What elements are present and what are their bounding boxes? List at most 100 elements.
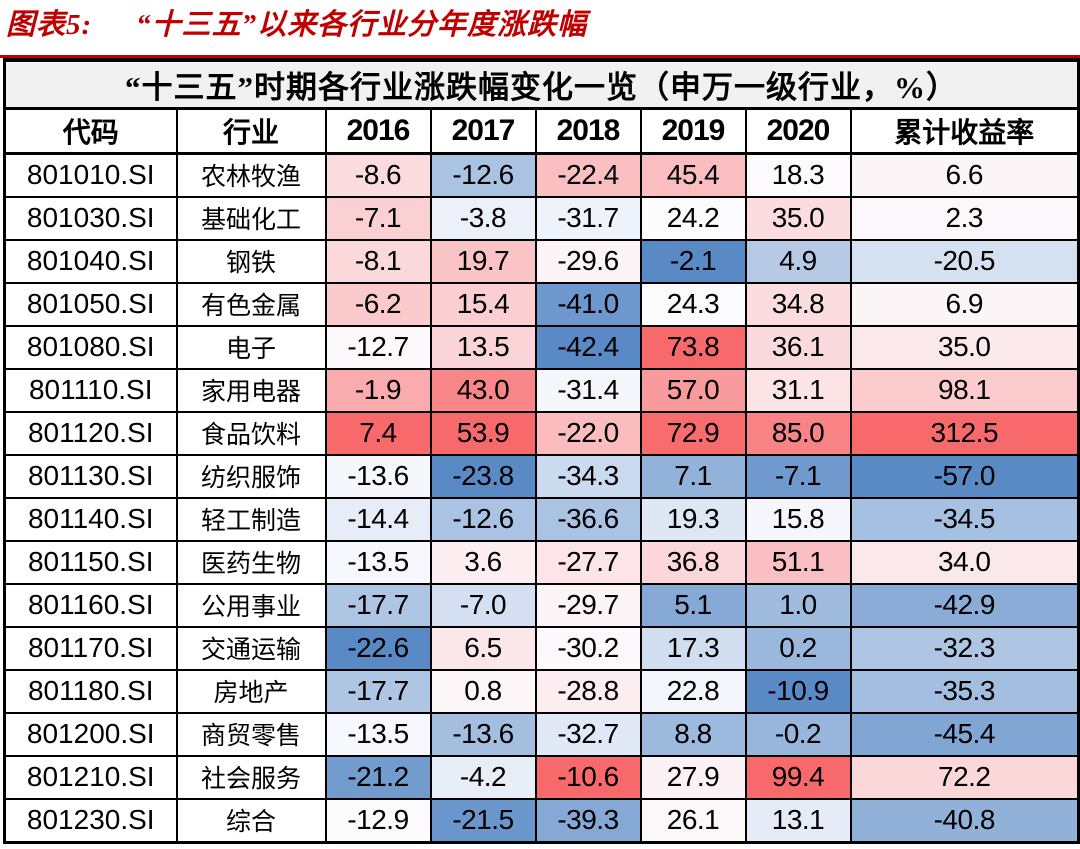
value-cell: -34.3 [534, 453, 642, 499]
value-cell: 0.2 [744, 625, 852, 671]
value-cell: -12.6 [429, 152, 537, 198]
value-cell: 24.2 [639, 195, 747, 241]
value-cell: 24.3 [639, 281, 747, 327]
value-cell: 45.4 [639, 152, 747, 198]
table-row: 801040.SI 钢铁 -8.1 19.7 -29.6 -2.1 4.9 -20.5 [3, 238, 1080, 284]
value-cell: -34.5 [849, 496, 1080, 542]
value-cell: -6.2 [324, 281, 432, 327]
value-cell: 53.9 [429, 410, 537, 456]
code-cell: 801040.SI [3, 238, 178, 284]
industry-cell: 商贸零售 [175, 711, 327, 757]
code-cell: 801030.SI [3, 195, 178, 241]
value-cell: -17.7 [324, 582, 432, 628]
code-cell: 801180.SI [3, 668, 178, 714]
value-cell: 34.8 [744, 281, 852, 327]
industry-cell: 轻工制造 [175, 496, 327, 542]
value-cell: 1.0 [744, 582, 852, 628]
value-cell: -14.4 [324, 496, 432, 542]
value-cell: 26.1 [639, 797, 747, 844]
value-cell: 18.3 [744, 152, 852, 198]
value-cell: -12.7 [324, 324, 432, 370]
value-cell: 15.4 [429, 281, 537, 327]
figure-title: 图表5: “十三五”以来各行业分年度涨跌幅 [0, 0, 1080, 55]
value-cell: -20.5 [849, 238, 1080, 284]
table-title: “十三五”时期各行业涨跌幅变化一览（申万一级行业，%） [3, 58, 1080, 110]
value-cell: -21.2 [324, 754, 432, 800]
industry-cell: 社会服务 [175, 754, 327, 800]
table-row: 801150.SI 医药生物 -13.5 3.6 -27.7 36.8 51.1 34.0 [3, 539, 1080, 585]
code-cell: 801130.SI [3, 453, 178, 499]
value-cell: -28.8 [534, 668, 642, 714]
table-row: 801050.SI 有色金属 -6.2 15.4 -41.0 24.3 34.8 6.9 [3, 281, 1080, 327]
table-row: 801210.SI 社会服务 -21.2 -4.2 -10.6 27.9 99.4 72.2 [3, 754, 1080, 800]
value-cell: -29.7 [534, 582, 642, 628]
value-cell: -42.9 [849, 582, 1080, 628]
industry-cell: 房地产 [175, 668, 327, 714]
value-cell: 6.9 [849, 281, 1080, 327]
value-cell: -42.4 [534, 324, 642, 370]
code-cell: 801230.SI [3, 797, 178, 844]
value-cell: -41.0 [534, 281, 642, 327]
value-cell: -13.6 [324, 453, 432, 499]
table-top-accent-rule [0, 54, 1080, 58]
value-cell: -40.8 [849, 797, 1080, 844]
value-cell: 72.2 [849, 754, 1080, 800]
value-cell: -32.7 [534, 711, 642, 757]
column-header-code: 代码 [3, 107, 178, 155]
value-cell: 73.8 [639, 324, 747, 370]
value-cell: 13.5 [429, 324, 537, 370]
value-cell: 19.7 [429, 238, 537, 284]
value-cell: 57.0 [639, 367, 747, 413]
value-cell: -32.3 [849, 625, 1080, 671]
table-row: 801030.SI 基础化工 -7.1 -3.8 -31.7 24.2 35.0 2.3 [3, 195, 1080, 241]
table-row: 801140.SI 轻工制造 -14.4 -12.6 -36.6 19.3 15.8 -34.… [3, 496, 1080, 542]
value-cell: 19.3 [639, 496, 747, 542]
value-cell: -8.6 [324, 152, 432, 198]
table-row: 801110.SI 家用电器 -1.9 43.0 -31.4 57.0 31.1 98.1 [3, 367, 1080, 413]
value-cell: -57.0 [849, 453, 1080, 499]
code-cell: 801160.SI [3, 582, 178, 628]
industry-cell: 纺织服饰 [175, 453, 327, 499]
industry-cell: 食品饮料 [175, 410, 327, 456]
column-header-2019: 2019 [639, 107, 747, 155]
value-cell: -31.7 [534, 195, 642, 241]
code-cell: 801010.SI [3, 152, 178, 198]
value-cell: -27.7 [534, 539, 642, 585]
code-cell: 801150.SI [3, 539, 178, 585]
table-row: 801230.SI 综合 -12.9 -21.5 -39.3 26.1 13.1 -40.8 [3, 797, 1080, 844]
value-cell: 35.0 [849, 324, 1080, 370]
value-cell: -39.3 [534, 797, 642, 844]
column-header-2018: 2018 [534, 107, 642, 155]
heatmap-table: “十三五”时期各行业涨跌幅变化一览（申万一级行业，%） 代码 行业 2016 2… [3, 57, 1080, 844]
value-cell: -17.7 [324, 668, 432, 714]
value-cell: -36.6 [534, 496, 642, 542]
value-cell: -30.2 [534, 625, 642, 671]
value-cell: -35.3 [849, 668, 1080, 714]
figure-label: 图表5: [6, 9, 93, 41]
value-cell: -8.1 [324, 238, 432, 284]
value-cell: -23.8 [429, 453, 537, 499]
code-cell: 801050.SI [3, 281, 178, 327]
column-header-cumulative: 累计收益率 [849, 107, 1080, 155]
value-cell: 4.9 [744, 238, 852, 284]
value-cell: -22.6 [324, 625, 432, 671]
value-cell: -7.0 [429, 582, 537, 628]
value-cell: 85.0 [744, 410, 852, 456]
industry-cell: 基础化工 [175, 195, 327, 241]
table-row: 801120.SI 食品饮料 7.4 53.9 -22.0 72.9 85.0 312.5 [3, 410, 1080, 456]
table-row: 801160.SI 公用事业 -17.7 -7.0 -29.7 5.1 1.0 -42.9 [3, 582, 1080, 628]
value-cell: 36.1 [744, 324, 852, 370]
value-cell: 0.8 [429, 668, 537, 714]
value-cell: -12.6 [429, 496, 537, 542]
value-cell: -10.9 [744, 668, 852, 714]
value-cell: 13.1 [744, 797, 852, 844]
value-cell: -29.6 [534, 238, 642, 284]
value-cell: 31.1 [744, 367, 852, 413]
value-cell: 34.0 [849, 539, 1080, 585]
industry-cell: 综合 [175, 797, 327, 844]
value-cell: -7.1 [744, 453, 852, 499]
industry-cell: 交通运输 [175, 625, 327, 671]
value-cell: 17.3 [639, 625, 747, 671]
industry-cell: 有色金属 [175, 281, 327, 327]
value-cell: 27.9 [639, 754, 747, 800]
